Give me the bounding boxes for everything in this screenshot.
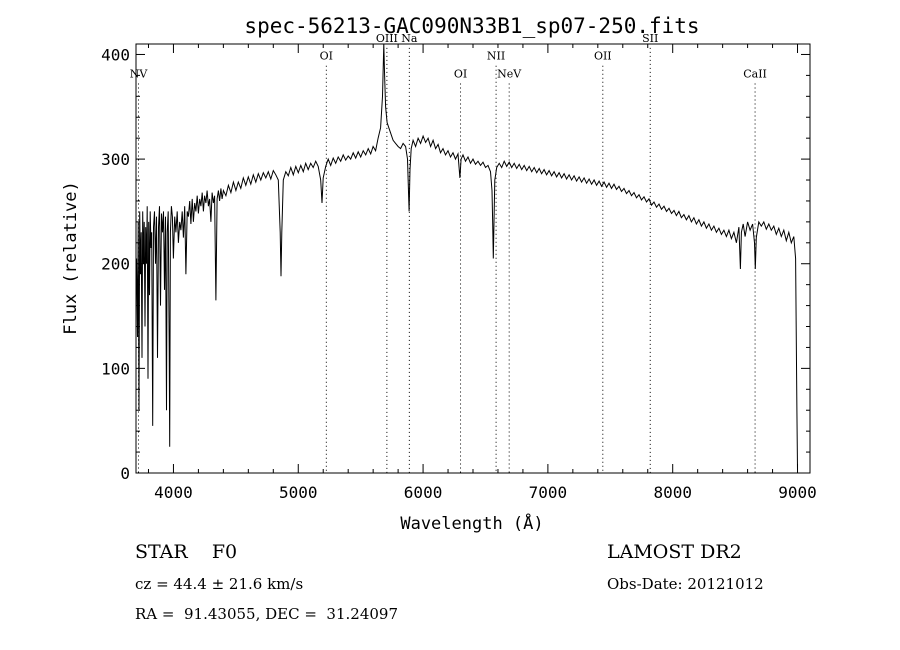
line-label-nev: NeV — [497, 67, 522, 80]
observation-date: Obs-Date: 20121012 — [607, 575, 764, 593]
x-tick-label: 5000 — [279, 483, 318, 502]
coordinates: RA = 91.43055, DEC = 31.24097 — [135, 605, 399, 623]
line-label-na: Na — [401, 32, 418, 45]
x-axis-label: Wavelength (Å) — [400, 512, 543, 534]
y-tick-label: 200 — [101, 255, 130, 274]
chart-title: spec-56213-GAC090N33B1_sp07-250.fits — [244, 14, 699, 38]
line-label-sii: SII — [642, 32, 658, 45]
emission-line-markers: NV OI OIII Na OI NII NeV OII SII CaII — [130, 32, 767, 473]
y-tick-label: 0 — [120, 464, 130, 483]
plot-frame — [135, 43, 811, 474]
y-tick-label: 400 — [101, 45, 130, 64]
axis-ticks: 4000 5000 6000 7000 8000 9000 0 100 200 300 400 — [101, 44, 817, 502]
line-label-caii: CaII — [743, 67, 767, 80]
redshift-velocity: cz = 44.4 ± 21.6 km/s — [135, 575, 304, 593]
line-label-oi: OI — [320, 50, 333, 63]
y-axis-label: Flux (relative) — [61, 181, 81, 335]
line-label-nii: NII — [487, 50, 505, 63]
survey-name: LAMOST DR2 — [607, 541, 742, 563]
y-tick-label: 300 — [101, 150, 130, 169]
line-label-oii: OII — [594, 50, 612, 63]
x-tick-label: 6000 — [404, 483, 443, 502]
line-label-nv: NV — [130, 67, 149, 80]
line-label-oi: OI — [454, 67, 467, 80]
x-tick-label: 4000 — [154, 483, 193, 502]
line-label-oiii: OIII — [376, 32, 398, 45]
x-tick-label: 8000 — [653, 483, 692, 502]
y-tick-label: 100 — [101, 359, 130, 378]
x-tick-label: 9000 — [778, 483, 817, 502]
object-class: STAR F0 — [135, 541, 238, 563]
x-tick-label: 7000 — [529, 483, 568, 502]
spectrum-series-line — [136, 43, 798, 470]
